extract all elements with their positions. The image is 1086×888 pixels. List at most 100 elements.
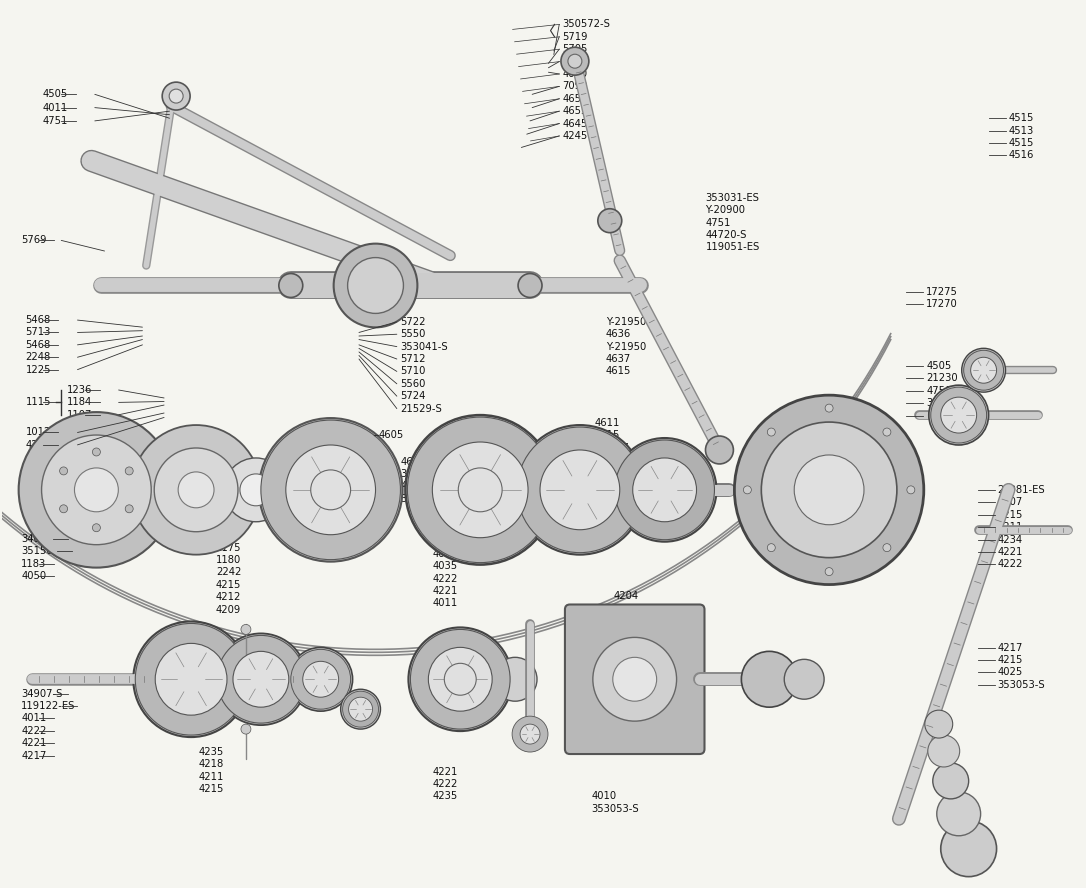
Text: 21230: 21230 xyxy=(926,374,958,384)
Circle shape xyxy=(408,628,513,731)
Circle shape xyxy=(742,652,797,707)
Text: 2249: 2249 xyxy=(216,530,241,540)
Circle shape xyxy=(925,710,952,738)
Circle shape xyxy=(613,657,657,702)
Text: 4684: 4684 xyxy=(400,456,426,467)
Text: 4209: 4209 xyxy=(595,480,620,489)
Text: 4217: 4217 xyxy=(22,750,47,761)
Text: 1184: 1184 xyxy=(66,398,92,408)
Text: 5468: 5468 xyxy=(25,340,51,350)
Text: 7090: 7090 xyxy=(563,82,588,91)
Circle shape xyxy=(593,638,677,721)
Text: 5710: 5710 xyxy=(400,367,426,377)
Text: 2242: 2242 xyxy=(216,567,241,577)
Text: 4615: 4615 xyxy=(595,430,620,440)
Circle shape xyxy=(92,524,100,532)
Text: 1225: 1225 xyxy=(25,365,51,375)
Text: 4750: 4750 xyxy=(926,386,951,396)
Text: 1236: 1236 xyxy=(66,385,92,395)
Text: 5724: 5724 xyxy=(400,392,426,401)
Text: 34907-S: 34907-S xyxy=(22,688,63,699)
Circle shape xyxy=(517,427,643,552)
Circle shape xyxy=(768,543,775,551)
Text: 350509-ES: 350509-ES xyxy=(400,469,454,480)
Text: 1012: 1012 xyxy=(25,427,51,438)
Circle shape xyxy=(883,428,891,436)
Text: 4222: 4222 xyxy=(432,574,458,583)
Circle shape xyxy=(286,445,376,535)
Text: 4221: 4221 xyxy=(998,547,1023,557)
Circle shape xyxy=(92,448,100,456)
Text: 5550: 5550 xyxy=(400,329,426,339)
Text: 4035: 4035 xyxy=(432,561,457,571)
Circle shape xyxy=(18,412,174,567)
Text: 353041-S: 353041-S xyxy=(400,342,447,352)
Text: 4209: 4209 xyxy=(216,605,241,614)
Circle shape xyxy=(518,274,542,297)
Circle shape xyxy=(907,486,914,494)
Text: 34032-S: 34032-S xyxy=(400,494,441,503)
Text: 4505: 4505 xyxy=(926,361,951,371)
Circle shape xyxy=(444,663,476,695)
Circle shape xyxy=(75,468,118,511)
Circle shape xyxy=(405,415,555,565)
Text: Y-20900: Y-20900 xyxy=(706,205,745,215)
Circle shape xyxy=(940,397,976,433)
Circle shape xyxy=(971,357,997,384)
Text: Y-21950: Y-21950 xyxy=(606,342,646,352)
Text: 4011: 4011 xyxy=(22,713,47,724)
Circle shape xyxy=(784,659,824,699)
Text: 4513: 4513 xyxy=(1009,125,1034,136)
Circle shape xyxy=(428,647,492,711)
Circle shape xyxy=(291,649,351,710)
Text: 4235: 4235 xyxy=(432,791,458,801)
Circle shape xyxy=(761,422,897,558)
Circle shape xyxy=(240,474,272,506)
Circle shape xyxy=(407,417,553,563)
Circle shape xyxy=(125,504,134,512)
Text: 5468: 5468 xyxy=(25,315,51,325)
Text: 4751: 4751 xyxy=(706,218,731,227)
Circle shape xyxy=(341,689,380,729)
Text: 4645: 4645 xyxy=(563,119,588,129)
Text: 4235: 4235 xyxy=(199,747,224,757)
Text: 5705: 5705 xyxy=(563,44,588,54)
Circle shape xyxy=(233,652,289,707)
Circle shape xyxy=(155,644,227,715)
Text: 17270: 17270 xyxy=(926,299,958,309)
Text: 4010: 4010 xyxy=(563,69,588,79)
Text: 20081-ES: 20081-ES xyxy=(998,485,1046,495)
Circle shape xyxy=(883,543,891,551)
Circle shape xyxy=(60,467,67,475)
Circle shape xyxy=(540,450,620,530)
Text: 353031-ES: 353031-ES xyxy=(706,193,759,203)
Circle shape xyxy=(154,448,238,532)
Circle shape xyxy=(768,428,775,436)
Text: 4750: 4750 xyxy=(563,57,588,67)
Circle shape xyxy=(931,387,986,443)
Text: 353053-S: 353053-S xyxy=(998,680,1046,690)
Circle shape xyxy=(613,438,717,542)
Text: 44720-S: 44720-S xyxy=(706,230,747,240)
Text: 4507: 4507 xyxy=(998,497,1023,507)
Circle shape xyxy=(289,647,353,711)
Circle shape xyxy=(60,504,67,512)
Circle shape xyxy=(940,821,997,876)
Circle shape xyxy=(825,404,833,412)
Circle shape xyxy=(734,395,924,584)
Circle shape xyxy=(493,657,536,702)
Text: 4025: 4025 xyxy=(998,668,1023,678)
Circle shape xyxy=(933,763,969,799)
Circle shape xyxy=(125,467,134,475)
Text: 350572-S: 350572-S xyxy=(563,20,610,29)
Text: 119122-ES: 119122-ES xyxy=(22,701,76,711)
Text: 4011: 4011 xyxy=(432,599,458,608)
Circle shape xyxy=(342,691,379,727)
Text: 119051-ES: 119051-ES xyxy=(706,242,759,252)
Text: 351505-S: 351505-S xyxy=(22,546,70,556)
Text: 34034-S: 34034-S xyxy=(22,534,62,543)
Text: 4050: 4050 xyxy=(22,571,47,581)
Text: 4751: 4751 xyxy=(400,481,426,491)
Circle shape xyxy=(706,436,733,464)
Circle shape xyxy=(41,435,151,544)
